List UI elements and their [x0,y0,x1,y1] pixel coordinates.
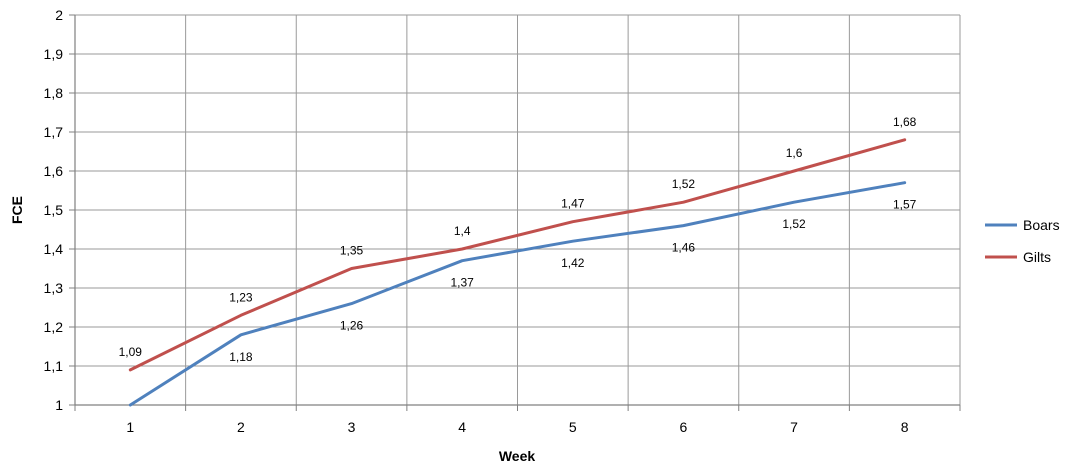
x-tick-label: 7 [790,419,798,435]
y-tick-label: 1,7 [44,124,64,140]
legend-label: Gilts [1023,249,1051,265]
y-tick-label: 1,6 [44,163,64,179]
y-tick-label: 1,4 [44,241,64,257]
tick-labels: 1 1,1 1,2 1,3 1,4 1,5 1,6 1,7 1,8 1,9 2 1 2 3 4 5 6 7 8 [44,7,909,435]
grid-lines [74,14,961,406]
data-label: 1,26 [340,319,364,333]
data-label: 1,47 [561,197,585,211]
x-tick-label: 4 [458,419,466,435]
y-tick-label: 1,8 [44,85,64,101]
x-tick-label: 8 [901,419,909,435]
series-line-boars [128,181,907,407]
x-tick-label: 2 [237,419,245,435]
x-tick-label: 6 [680,419,688,435]
data-label: 1,18 [229,350,253,364]
series-line-gilts [128,138,907,372]
y-axis-title: FCE [9,196,25,224]
data-labels: 1,18 1,26 1,37 1,42 1,46 1,52 1,57 1,09 1,23 1,35… [119,115,917,364]
x-tick-label: 5 [569,419,577,435]
data-label: 1,35 [340,244,364,258]
data-label: 1,6 [786,146,803,160]
x-tick-label: 1 [126,419,134,435]
data-label: 1,37 [451,276,475,290]
y-tick-label: 2 [55,7,63,23]
y-tick-label: 1,5 [44,202,64,218]
data-label: 1,52 [782,217,806,231]
x-tick-label: 3 [348,419,356,435]
y-tick-label: 1 [55,397,63,413]
legend-label: Boars [1023,217,1060,233]
axes [69,14,961,411]
data-label: 1,46 [672,241,696,255]
data-label: 1,09 [119,345,143,359]
legend: Boars Gilts [985,217,1060,265]
y-tick-label: 1,1 [44,358,64,374]
series-lines [128,138,907,407]
data-label: 1,23 [229,290,253,304]
y-tick-label: 1,2 [44,319,64,335]
y-tick-label: 1,9 [44,46,64,62]
x-axis-title: Week [499,448,536,464]
data-label: 1,4 [454,224,471,238]
data-label: 1,52 [672,177,696,191]
data-label: 1,42 [561,256,585,270]
data-label: 1,68 [893,115,917,129]
y-tick-label: 1,3 [44,280,64,296]
data-label: 1,57 [893,198,917,212]
